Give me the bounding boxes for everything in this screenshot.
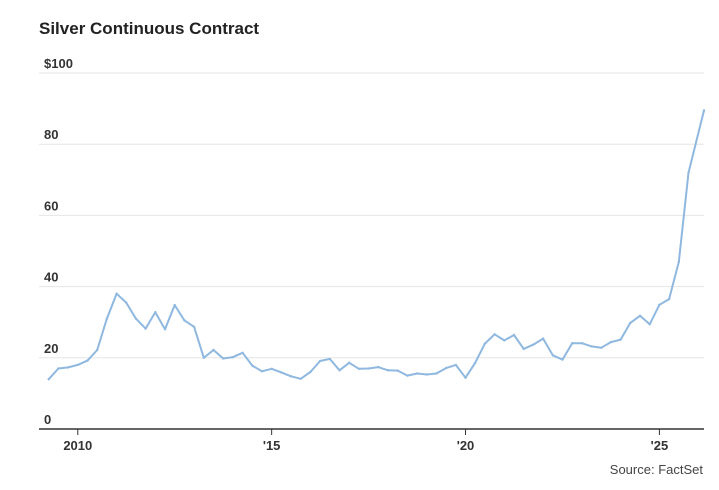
- data-point: [280, 371, 283, 374]
- data-point: [192, 325, 196, 328]
- data-point: [357, 367, 361, 370]
- series-line: [47, 109, 705, 381]
- source-note: Source: FactSet: [609, 462, 703, 477]
- data-point: [86, 359, 89, 362]
- data-point: [173, 303, 176, 307]
- data-point: [270, 367, 273, 370]
- data-point: [222, 357, 225, 360]
- data-point: [425, 373, 428, 376]
- data-point: [154, 311, 157, 314]
- data-point: [522, 347, 525, 351]
- y-tick-label: 60: [44, 198, 58, 213]
- data-point: [144, 327, 147, 330]
- data-point: [677, 260, 680, 264]
- series-points: [47, 109, 706, 381]
- data-point: [377, 365, 380, 369]
- x-ticks: 2010 '15 '20 '25: [63, 429, 668, 453]
- data-point: [638, 314, 642, 317]
- data-point: [415, 372, 419, 375]
- data-point: [435, 372, 438, 375]
- data-point: [406, 374, 409, 377]
- data-point: [561, 358, 564, 361]
- data-point: [609, 340, 613, 344]
- data-point: [667, 297, 671, 301]
- data-point: [338, 369, 341, 372]
- y-tick-label: 80: [44, 127, 58, 142]
- x-tick-label: 2010: [63, 438, 92, 453]
- data-point: [202, 356, 205, 359]
- data-point: [76, 363, 80, 367]
- data-point: [367, 367, 370, 370]
- data-point: [444, 366, 448, 370]
- data-point: [299, 377, 302, 380]
- data-point: [532, 343, 535, 346]
- data-point: [260, 370, 264, 373]
- data-point: [163, 328, 167, 331]
- data-point: [105, 317, 109, 320]
- data-point: [57, 367, 60, 370]
- data-point: [580, 342, 584, 345]
- x-tick-label: '20: [457, 438, 475, 453]
- gridlines: [39, 72, 704, 359]
- data-point: [512, 333, 516, 337]
- data-point: [454, 363, 457, 367]
- y-tick-label: 0: [44, 412, 51, 427]
- data-point: [658, 303, 661, 306]
- data-point: [96, 348, 99, 352]
- data-point: [134, 317, 138, 320]
- data-point: [541, 337, 545, 340]
- data-point: [590, 345, 593, 348]
- data-point: [318, 359, 322, 363]
- data-point: [241, 351, 244, 354]
- data-point: [687, 171, 690, 174]
- data-point: [115, 292, 118, 295]
- data-point: [503, 339, 506, 342]
- data-point: [629, 321, 632, 325]
- data-point: [464, 376, 467, 379]
- data-point: [600, 346, 603, 349]
- data-point: [348, 361, 351, 364]
- data-point: [648, 323, 651, 326]
- y-tick-labels: $100 80 60 40 20 0: [44, 56, 73, 427]
- x-tick-label: '15: [263, 438, 281, 453]
- data-point: [474, 361, 477, 364]
- data-point: [571, 342, 574, 345]
- data-point: [386, 369, 390, 372]
- data-point: [551, 354, 554, 357]
- data-point: [483, 342, 487, 345]
- data-point: [493, 333, 496, 336]
- x-tick-label: '25: [651, 438, 669, 453]
- data-point: [47, 378, 50, 381]
- data-point: [66, 366, 70, 369]
- data-point: [231, 355, 235, 359]
- data-point: [183, 319, 186, 322]
- data-point: [309, 370, 312, 374]
- chart-title: Silver Continuous Contract: [39, 19, 260, 38]
- data-point: [289, 375, 293, 378]
- data-point: [619, 338, 622, 341]
- data-point: [702, 109, 706, 112]
- data-point: [125, 301, 128, 304]
- data-point: [251, 364, 254, 367]
- data-point: [212, 348, 215, 352]
- y-tick-label: 40: [44, 270, 58, 285]
- y-tick-label: 20: [44, 341, 58, 356]
- data-point: [328, 357, 331, 361]
- data-point: [396, 369, 399, 372]
- y-tick-label: $100: [44, 56, 73, 71]
